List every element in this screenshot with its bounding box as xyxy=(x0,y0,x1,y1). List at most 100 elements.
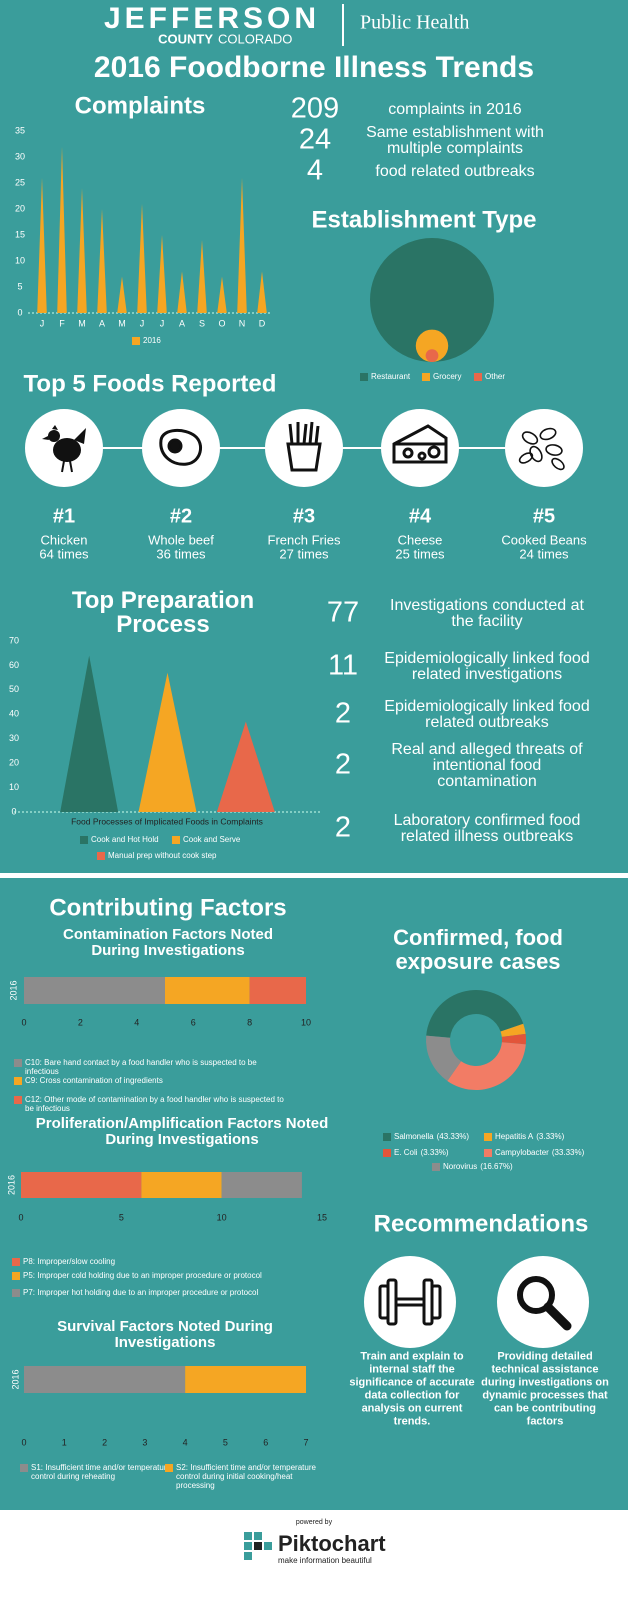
triangle-bar xyxy=(37,177,47,313)
legend-name: Salmonella xyxy=(394,1132,434,1141)
donut-slice xyxy=(447,1042,526,1090)
text-line: data collection for xyxy=(365,1389,460,1401)
stat-label: Epidemiologically linked food related out… xyxy=(384,698,589,731)
chart-title: Establishment Type xyxy=(312,206,537,233)
food-icons xyxy=(25,409,583,487)
x-axis-label: Food Processes of Implicated Foods in Co… xyxy=(71,816,263,826)
text-line: food related outbreaks xyxy=(375,163,534,180)
x-tick-label: M xyxy=(78,318,86,328)
text-line: contamination xyxy=(437,773,537,790)
text-line: 2016 xyxy=(143,336,161,345)
x-tick-label: J xyxy=(40,318,45,328)
text-line: Same establishment with xyxy=(366,124,544,141)
bar-segment xyxy=(221,1172,302,1198)
legend-swatch xyxy=(12,1272,20,1280)
text-line: Real and alleged threats of xyxy=(391,741,583,758)
y-tick-label: 30 xyxy=(9,733,19,743)
stat-label: Same establishment with multiple complain… xyxy=(366,124,544,157)
text-line: Investigations xyxy=(115,1334,216,1351)
x-tick-label: D xyxy=(259,318,266,328)
area-circle xyxy=(415,329,449,363)
triangle-bar xyxy=(177,271,187,313)
x-tick-label: M xyxy=(118,318,126,328)
food-rank: #1 xyxy=(53,505,75,527)
legend-swatch xyxy=(474,373,482,381)
stat-number: 209 xyxy=(291,93,339,125)
text-line: internal staff the xyxy=(369,1363,455,1375)
stat-label: complaints in 2016 xyxy=(388,101,522,118)
stat-number: 77 xyxy=(327,597,359,629)
text-line: Investigations conducted at xyxy=(390,597,584,614)
fries-icon xyxy=(286,421,322,472)
legend-name: Hepatitis A xyxy=(495,1132,534,1141)
y-tick-label: 10 xyxy=(9,782,19,792)
text-line: Manual prep without cook step xyxy=(108,851,217,860)
food-rank: #2 xyxy=(170,505,192,527)
x-tick-label: 0 xyxy=(21,1437,26,1447)
text-line: related investigations xyxy=(412,666,562,683)
food-name: Chicken xyxy=(41,532,88,547)
bar-segment xyxy=(24,977,165,1004)
triangle-bar xyxy=(137,203,147,313)
legend-swatch xyxy=(422,373,430,381)
legend-label: Restaurant xyxy=(371,372,411,381)
stat-label: Investigations conducted at the facility xyxy=(390,597,584,630)
text-line: Confirmed, food xyxy=(393,925,563,950)
steak-icon xyxy=(159,429,203,466)
triangle-bar xyxy=(217,276,227,313)
text-line: P5: Improper cold holding due to an impr… xyxy=(23,1271,262,1280)
legend-label: Norovirus (16.67%) xyxy=(443,1162,513,1171)
text-line: Proliferation/Amplification Factors Note… xyxy=(36,1115,329,1132)
legend-swatch xyxy=(14,1077,22,1085)
legend-label: C9: Cross contamination of ingredients xyxy=(25,1076,163,1085)
x-tick-label: S xyxy=(199,318,205,328)
food-rank: #3 xyxy=(293,505,315,527)
text-line: factors xyxy=(527,1415,564,1427)
x-tick-label: A xyxy=(99,318,105,328)
x-tick-label: O xyxy=(218,318,225,328)
legend-label: Other xyxy=(485,372,505,381)
legend-label: E. Coli (3.33%) xyxy=(394,1148,449,1157)
org-county: COUNTY xyxy=(158,31,213,46)
stat-label: Real and alleged threats of intentional f… xyxy=(391,741,583,790)
triangle-bar xyxy=(257,271,267,313)
icon-circle xyxy=(497,1256,589,1348)
text-line: intentional food xyxy=(433,757,542,774)
text-line: Cook and Hot Hold xyxy=(91,835,159,844)
y-tick-label: 20 xyxy=(15,203,25,213)
triangle-bar xyxy=(157,235,167,313)
y-tick-label: 30 xyxy=(15,151,25,161)
stat-number: 4 xyxy=(307,155,323,187)
y-tick-label: 15 xyxy=(15,229,25,239)
magnifier-icon xyxy=(517,1276,572,1331)
stat-label: Epidemiologically linked food related inv… xyxy=(384,650,589,683)
bar-segment xyxy=(185,1366,306,1393)
food-name: Whole beef xyxy=(148,532,214,547)
triangle-bar xyxy=(117,276,127,313)
stat-number: 11 xyxy=(328,650,358,682)
bar-segment xyxy=(249,977,306,1004)
text-line: control during initial cooking/heat xyxy=(176,1472,293,1481)
stat-number: 2 xyxy=(335,749,351,781)
y-tick-label: 50 xyxy=(9,684,19,694)
recommendation-text: Providing detailed technical assistance du… xyxy=(481,1350,609,1427)
legend-label: C12: Other mode of contamination by a fo… xyxy=(25,1095,284,1113)
x-tick-label: A xyxy=(179,318,185,328)
chart-title: Survival Factors Noted During Investigati… xyxy=(57,1318,273,1351)
triangle-bar xyxy=(197,240,207,313)
x-tick-label: J xyxy=(160,318,165,328)
legend-swatch xyxy=(383,1133,391,1141)
triangle-bar xyxy=(57,146,67,313)
text-line: during investigations on xyxy=(481,1376,609,1388)
x-tick-label: 8 xyxy=(247,1017,252,1027)
food-count: 64 times xyxy=(39,546,89,561)
triangle-bar xyxy=(77,188,87,313)
brand-tagline: make information beautiful xyxy=(278,1556,372,1565)
dumbbell-icon xyxy=(378,1278,442,1326)
food-count: 24 times xyxy=(519,546,569,561)
text-line: S1: Insufficient time and/or temperature xyxy=(31,1463,171,1472)
footer xyxy=(0,1510,628,1600)
text-line: Train and explain to xyxy=(360,1350,464,1362)
triangle-bar xyxy=(60,655,119,812)
text-line: Epidemiologically linked food xyxy=(384,650,589,667)
